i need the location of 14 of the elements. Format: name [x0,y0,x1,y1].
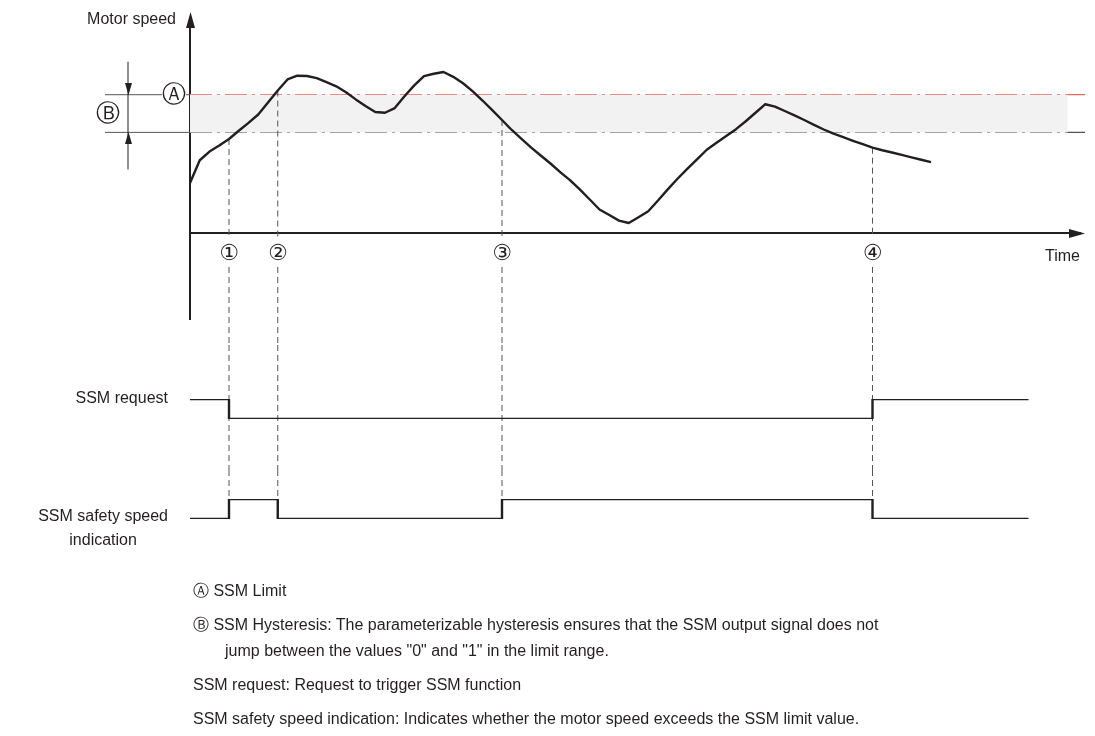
x-tick-label: ② [267,239,288,265]
x-axis-title: Time [1045,247,1081,265]
band-label: Ⓑ [96,98,120,127]
text: SSM safety speed indication: Indicates whether the motor speed exceeds the SSM limit value. [193,709,861,729]
text: Ⓑ SSM Hysteresis: The parameterizable hysteresis ensures that the SSM output signal does not jump between the values "0" and "1" in the limit range. [193,615,880,661]
x-tick-label: ③ [492,239,512,265]
y-axis-title: SSM safety speed indication [38,507,168,549]
x-tick-label: ④ [862,239,883,265]
ref-line-label: Ⓐ [162,79,186,108]
y-axis-title: Motor speed [87,10,176,28]
y-axis-title: SSM request [75,389,169,407]
x-tick-label: ① [219,239,239,265]
text: Ⓐ SSM Limit [193,581,288,601]
text: SSM request: Request to trigger SSM function [193,675,523,695]
